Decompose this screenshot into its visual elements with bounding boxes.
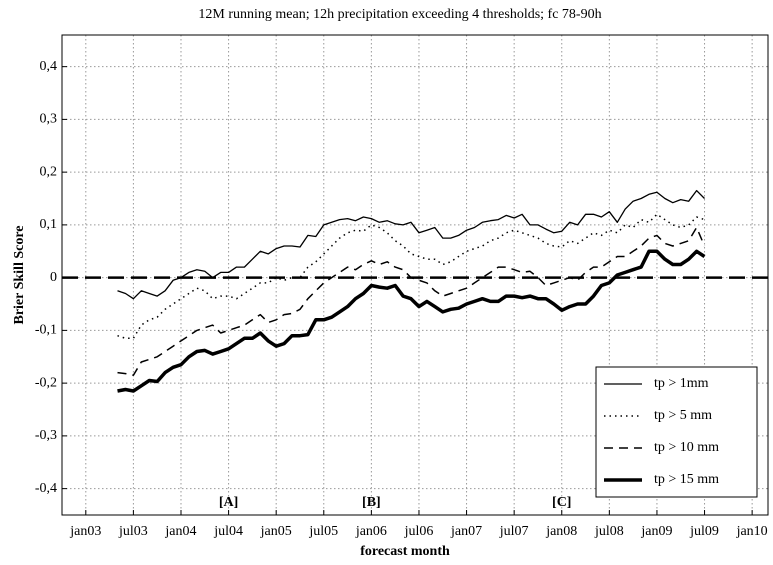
annotation: [C] — [552, 495, 571, 510]
x-tick-label: jan06 — [355, 524, 387, 539]
x-tick-label: jan07 — [450, 524, 482, 539]
y-tick-label: -0,3 — [35, 428, 57, 443]
x-tick-label: jul07 — [499, 524, 529, 539]
legend-label: tp > 5 mm — [654, 408, 712, 423]
data-line — [117, 249, 706, 393]
x-tick-label: jan08 — [545, 524, 577, 539]
chart-title: 12M running mean; 12h precipitation exce… — [198, 7, 601, 22]
x-tick-label: jul03 — [118, 524, 148, 539]
y-tick-label: 0,4 — [40, 59, 58, 74]
x-tick-label: jan10 — [736, 524, 768, 539]
data-line — [117, 226, 706, 376]
x-tick-label: jan09 — [640, 524, 672, 539]
x-tick-label: jan04 — [164, 524, 196, 539]
x-axis-label: forecast month — [360, 544, 450, 559]
x-tick-label: jan03 — [69, 524, 101, 539]
x-tick-label: jul05 — [308, 524, 338, 539]
y-tick-label: -0,4 — [35, 481, 57, 496]
y-tick-label: 0 — [50, 270, 57, 285]
annotation: [A] — [219, 495, 238, 510]
data-line — [117, 213, 705, 340]
annotation: [B] — [362, 495, 381, 510]
y-tick-label: -0,1 — [35, 323, 57, 338]
legend-box — [595, 366, 758, 498]
x-tick-label: jul06 — [404, 524, 434, 539]
legend: tp > 1mm tp > 5 mm tp > 10 mm tp > 15 mm — [595, 366, 758, 498]
x-tick-label: jan05 — [260, 524, 292, 539]
data-line — [117, 189, 705, 300]
legend-label: tp > 1mm — [654, 376, 709, 391]
x-tick-label: jul04 — [213, 524, 243, 539]
legend-label: tp > 15 mm — [654, 472, 719, 487]
legend-label: tp > 10 mm — [654, 440, 719, 455]
y-tick-label: 0,1 — [40, 217, 58, 232]
y-axis-label: Brier Skill Score — [12, 225, 27, 324]
x-tick-label: jul09 — [689, 524, 719, 539]
y-tick-label: 0,3 — [40, 112, 58, 127]
plot-frame — [61, 34, 769, 516]
y-tick-label: 0,2 — [40, 164, 58, 179]
x-tick-label: jul08 — [594, 524, 624, 539]
y-tick-label: -0,2 — [35, 375, 57, 390]
